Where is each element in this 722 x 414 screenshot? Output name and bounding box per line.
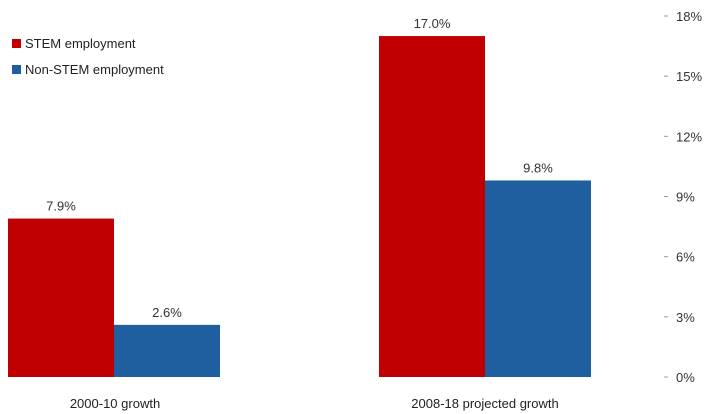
bar-non-stem-1 xyxy=(114,324,220,377)
y-tick-label: 15% xyxy=(676,69,702,84)
legend: STEM employment Non-STEM employment xyxy=(12,36,164,77)
category-labels-group: 2000-10 growth 2008-18 projected growth xyxy=(70,396,559,411)
legend-label: Non-STEM employment xyxy=(25,62,164,77)
y-tick-label: 3% xyxy=(676,310,695,325)
category-label: 2000-10 growth xyxy=(70,396,160,411)
bar-labels-group: 7.9% 17.0% 2.6% 9.8% xyxy=(46,16,553,320)
data-label: 2.6% xyxy=(152,305,182,320)
y-tick-label: 12% xyxy=(676,129,702,144)
data-label: 17.0% xyxy=(414,16,451,31)
bar-stem-1 xyxy=(8,218,114,377)
legend-label: STEM employment xyxy=(25,36,136,51)
data-label: 9.8% xyxy=(523,160,553,175)
legend-swatch xyxy=(12,65,21,74)
bar-non-stem-2 xyxy=(485,180,591,377)
bars-group xyxy=(8,36,591,378)
data-label: 7.9% xyxy=(46,199,76,214)
y-tick-label: 18% xyxy=(676,9,702,24)
y-tick-label: 9% xyxy=(676,190,695,205)
y-tick-label: 6% xyxy=(676,250,695,265)
y-axis: 0% 3% 6% 9% 12% 15% 18% xyxy=(664,9,702,385)
category-label: 2008-18 projected growth xyxy=(411,396,558,411)
y-tick-label: 0% xyxy=(676,370,695,385)
legend-swatch xyxy=(12,39,21,48)
bar-stem-2 xyxy=(379,36,485,378)
